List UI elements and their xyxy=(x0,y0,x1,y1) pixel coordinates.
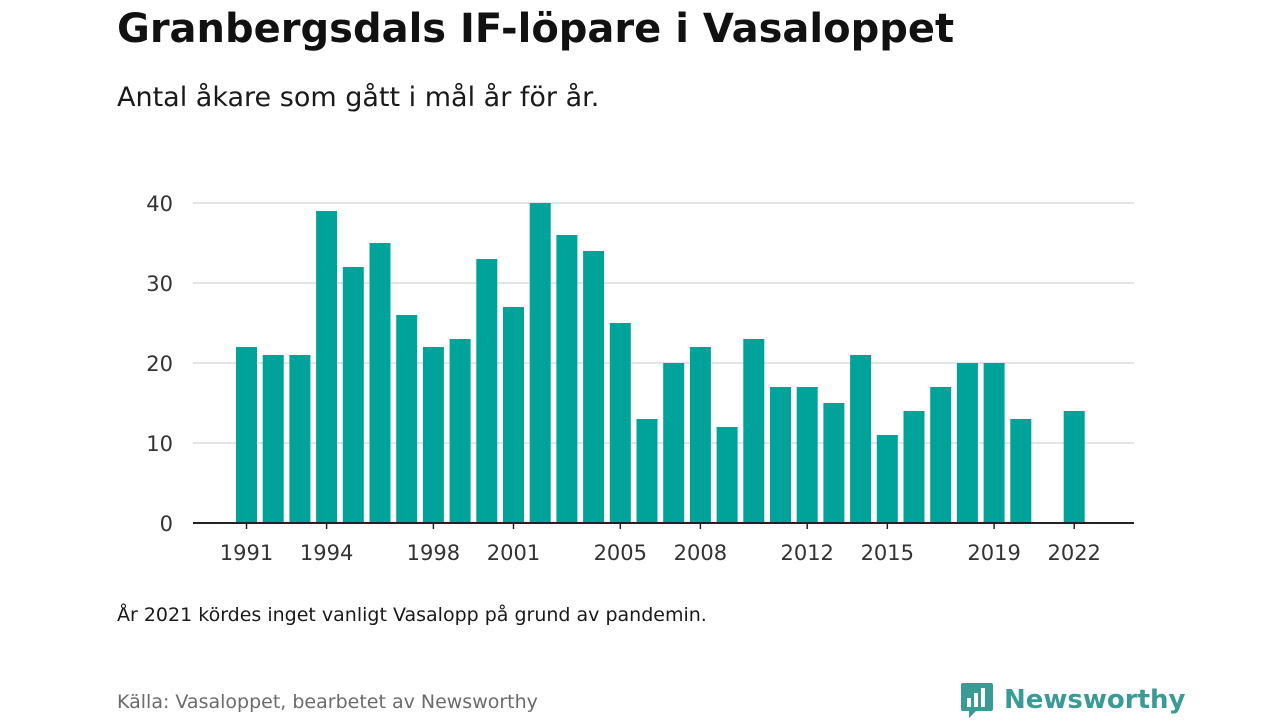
bar-2022 xyxy=(1063,411,1085,523)
axes: 0 10 20 30 40 1991 1994 1998 2001 2005 2008 2012 201… xyxy=(146,192,1134,565)
y-tick-label: 20 xyxy=(146,352,173,376)
bar-1998 xyxy=(422,347,444,523)
x-tick-label: 2019 xyxy=(967,541,1020,565)
chart-title: Granbergsdals IF-löpare i Vasaloppet xyxy=(117,6,955,52)
y-tick-label: 10 xyxy=(146,432,173,456)
x-tick-label: 2008 xyxy=(674,541,727,565)
bar-chart: 0 10 20 30 40 1991 1994 1998 2001 2005 2008 2012 201… xyxy=(146,192,1134,565)
bar-2016 xyxy=(903,411,925,523)
x-tick-label: 2015 xyxy=(861,541,914,565)
x-tick-label: 2022 xyxy=(1047,541,1100,565)
bar-2018 xyxy=(956,363,978,523)
x-tick-label: 1991 xyxy=(220,541,273,565)
bar-2006 xyxy=(636,419,658,523)
x-tick-label: 2001 xyxy=(487,541,540,565)
newsworthy-logo-icon xyxy=(961,683,993,718)
bar-2004 xyxy=(583,251,605,523)
y-tick-label: 0 xyxy=(160,512,173,536)
y-tick-label: 30 xyxy=(146,272,173,296)
x-tick-label: 1998 xyxy=(407,541,460,565)
bar-1997 xyxy=(396,315,418,523)
bar-2009 xyxy=(716,427,738,523)
bar-2002 xyxy=(529,203,551,523)
bar-2001 xyxy=(503,307,524,523)
bar-1996 xyxy=(369,243,391,523)
x-tick-label: 1994 xyxy=(300,541,353,565)
brand-name: Newsworthy xyxy=(1004,685,1186,715)
bar-1999 xyxy=(449,339,471,523)
source-credit: Källa: Vasaloppet, bearbetet av Newswort… xyxy=(117,691,538,713)
bar-2019 xyxy=(983,363,1005,523)
bar-1991 xyxy=(236,347,257,523)
bar-2005 xyxy=(609,323,631,523)
bar-2011 xyxy=(770,387,791,523)
bar-1995 xyxy=(342,267,364,523)
bar-2000 xyxy=(476,259,498,523)
y-tick-label: 40 xyxy=(146,192,173,216)
bar-2013 xyxy=(823,403,845,523)
bar-2017 xyxy=(930,387,952,523)
bar-2012 xyxy=(796,387,818,523)
bar-2014 xyxy=(850,355,872,523)
footnote: År 2021 kördes inget vanligt Vasalopp på… xyxy=(117,604,707,626)
bar-1992 xyxy=(262,355,284,523)
bar-1994 xyxy=(316,211,338,523)
x-tick-label: 2005 xyxy=(594,541,647,565)
bars xyxy=(236,203,1085,523)
bar-1993 xyxy=(289,355,311,523)
bar-2003 xyxy=(556,235,578,523)
chart-subtitle: Antal åkare som gått i mål år för år. xyxy=(117,82,600,113)
bar-2008 xyxy=(689,347,711,523)
bar-2007 xyxy=(663,363,685,523)
bar-2020 xyxy=(1010,419,1032,523)
bar-2015 xyxy=(876,435,898,523)
x-tick-label: 2012 xyxy=(780,541,833,565)
brand-logo: Newsworthy xyxy=(960,681,1185,719)
bar-2010 xyxy=(743,339,765,523)
